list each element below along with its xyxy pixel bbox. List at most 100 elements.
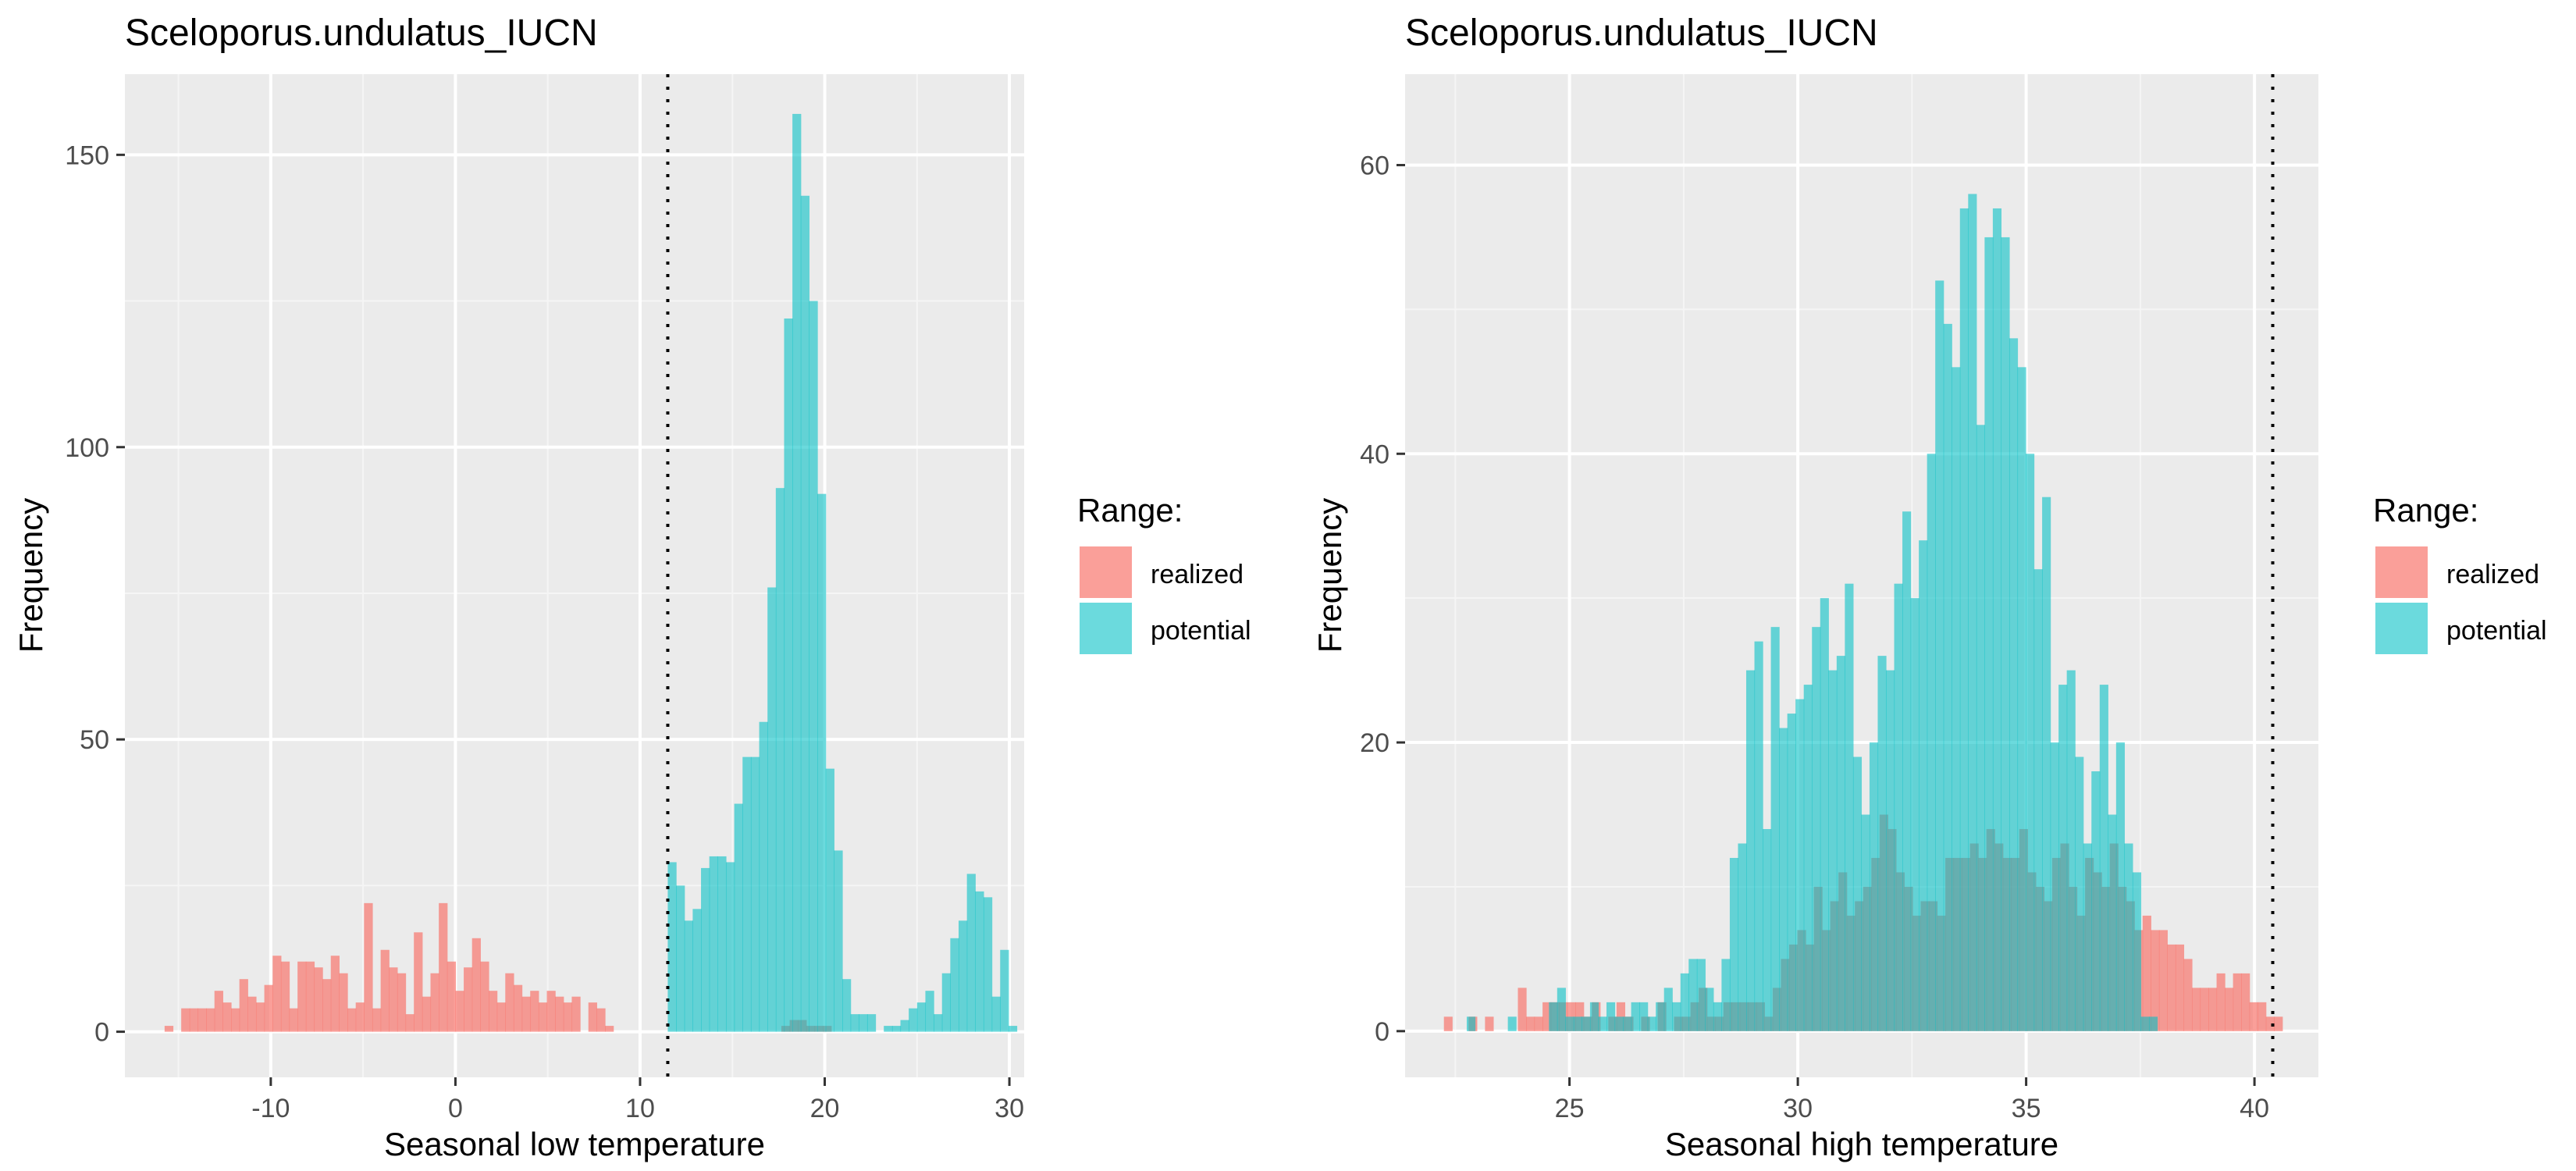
bar-potential xyxy=(701,867,710,1032)
bar-realized xyxy=(272,956,282,1032)
bar-realized xyxy=(1542,1002,1552,1031)
bar-potential xyxy=(2108,814,2117,1031)
bar-potential xyxy=(2042,497,2051,1031)
bar-potential xyxy=(2058,685,2068,1031)
bar-potential xyxy=(859,1014,868,1032)
bar-realized xyxy=(2158,930,2168,1031)
y-ticks-right: 0 20 40 60 xyxy=(1360,151,1405,1047)
bar-potential xyxy=(1877,656,1887,1031)
bar-realized xyxy=(2249,1002,2258,1031)
bar-potential xyxy=(1688,959,1698,1031)
bar-realized xyxy=(505,973,514,1032)
bar-potential xyxy=(966,874,976,1032)
y-tick-label: 20 xyxy=(1360,728,1389,758)
bar-potential xyxy=(800,195,810,1032)
bar-potential xyxy=(2115,742,2125,1031)
bar-potential xyxy=(809,301,818,1032)
bar-potential xyxy=(934,1014,943,1032)
bar-potential xyxy=(1952,367,1961,1031)
bar-realized xyxy=(414,932,423,1032)
bar-potential xyxy=(1779,728,1788,1031)
bar-potential xyxy=(1984,237,1994,1031)
x-tick-label: 35 xyxy=(2012,1094,2041,1123)
bar-potential xyxy=(692,909,702,1032)
bar-potential xyxy=(850,1014,859,1032)
bar-potential xyxy=(775,488,785,1032)
bar-potential xyxy=(1713,1002,1723,1031)
legend-right: Range: realized potential xyxy=(2373,492,2547,654)
bar-potential xyxy=(1000,949,1009,1032)
bar-realized xyxy=(214,991,223,1032)
bar-potential xyxy=(1729,857,1739,1031)
bar-potential xyxy=(1721,959,1731,1031)
bar-potential xyxy=(909,1008,918,1032)
bar-potential xyxy=(792,113,802,1032)
bar-realized xyxy=(2265,1016,2275,1031)
x-tick-label: 30 xyxy=(994,1094,1024,1123)
bar-realized xyxy=(521,996,531,1032)
bar-potential xyxy=(1861,814,1870,1031)
bar-potential xyxy=(1565,1016,1574,1031)
bar-potential xyxy=(734,803,743,1032)
bar-potential xyxy=(925,991,934,1032)
bar-realized xyxy=(2233,973,2242,1031)
bar-realized xyxy=(164,1026,174,1032)
bar-potential xyxy=(2124,843,2133,1031)
bar-realized xyxy=(571,996,581,1032)
bar-potential xyxy=(1927,454,1936,1031)
bar-potential xyxy=(1647,1016,1656,1031)
bar-potential xyxy=(959,920,968,1032)
bar-potential xyxy=(916,1002,927,1032)
x-tick-label: -10 xyxy=(251,1094,290,1123)
x-axis-label-left: Seasonal low temperature xyxy=(384,1126,765,1162)
bar-realized xyxy=(2183,959,2193,1031)
bar-potential xyxy=(1598,1016,1607,1031)
plot-background-left xyxy=(125,74,1024,1077)
legend-title-left: Range: xyxy=(1077,492,1183,529)
bar-potential xyxy=(866,1014,877,1032)
y-tick-label: 150 xyxy=(65,141,109,170)
bar-realized xyxy=(1443,1016,1453,1031)
bar-potential xyxy=(1705,988,1714,1031)
bar-potential xyxy=(1852,756,1863,1031)
y-ticks-left: 0 50 100 150 xyxy=(65,141,125,1048)
bar-potential xyxy=(1623,1016,1632,1031)
bar-realized xyxy=(280,961,290,1032)
bar-potential xyxy=(825,768,834,1032)
bar-realized xyxy=(530,991,539,1032)
bar-realized xyxy=(1517,988,1527,1031)
bar-realized xyxy=(513,984,523,1032)
bar-potential xyxy=(1943,323,1952,1031)
bar-potential xyxy=(1672,1002,1681,1031)
bar-realized xyxy=(489,991,498,1032)
bar-realized xyxy=(1534,1016,1543,1031)
bar-realized xyxy=(405,1014,415,1032)
bar-potential xyxy=(1845,583,1854,1031)
chart-title-left: Sceloporus.undulatus_IUCN xyxy=(125,12,598,54)
bar-potential xyxy=(2066,670,2076,1031)
bar-realized xyxy=(255,1002,265,1032)
bar-realized xyxy=(239,979,248,1032)
bar-potential xyxy=(676,885,685,1032)
bar-potential xyxy=(2083,843,2092,1031)
bar-realized xyxy=(231,1008,240,1032)
bar-potential xyxy=(891,1026,902,1032)
legend-key-potential-left xyxy=(1080,603,1132,654)
bar-potential xyxy=(1557,988,1566,1031)
bar-realized xyxy=(247,996,257,1032)
bar-realized xyxy=(389,967,398,1032)
bar-potential xyxy=(1639,1002,1649,1031)
bar-potential xyxy=(667,862,677,1032)
bar-potential xyxy=(2140,1016,2150,1031)
bar-realized xyxy=(264,984,273,1032)
bar-potential xyxy=(1869,742,1879,1031)
bar-realized xyxy=(2200,988,2209,1031)
bar-potential xyxy=(1902,511,1912,1031)
bar-realized xyxy=(422,996,432,1032)
bar-potential xyxy=(2099,685,2108,1031)
bar-realized xyxy=(596,1008,606,1032)
bar-realized xyxy=(339,973,348,1032)
bar-potential xyxy=(1935,280,1944,1031)
